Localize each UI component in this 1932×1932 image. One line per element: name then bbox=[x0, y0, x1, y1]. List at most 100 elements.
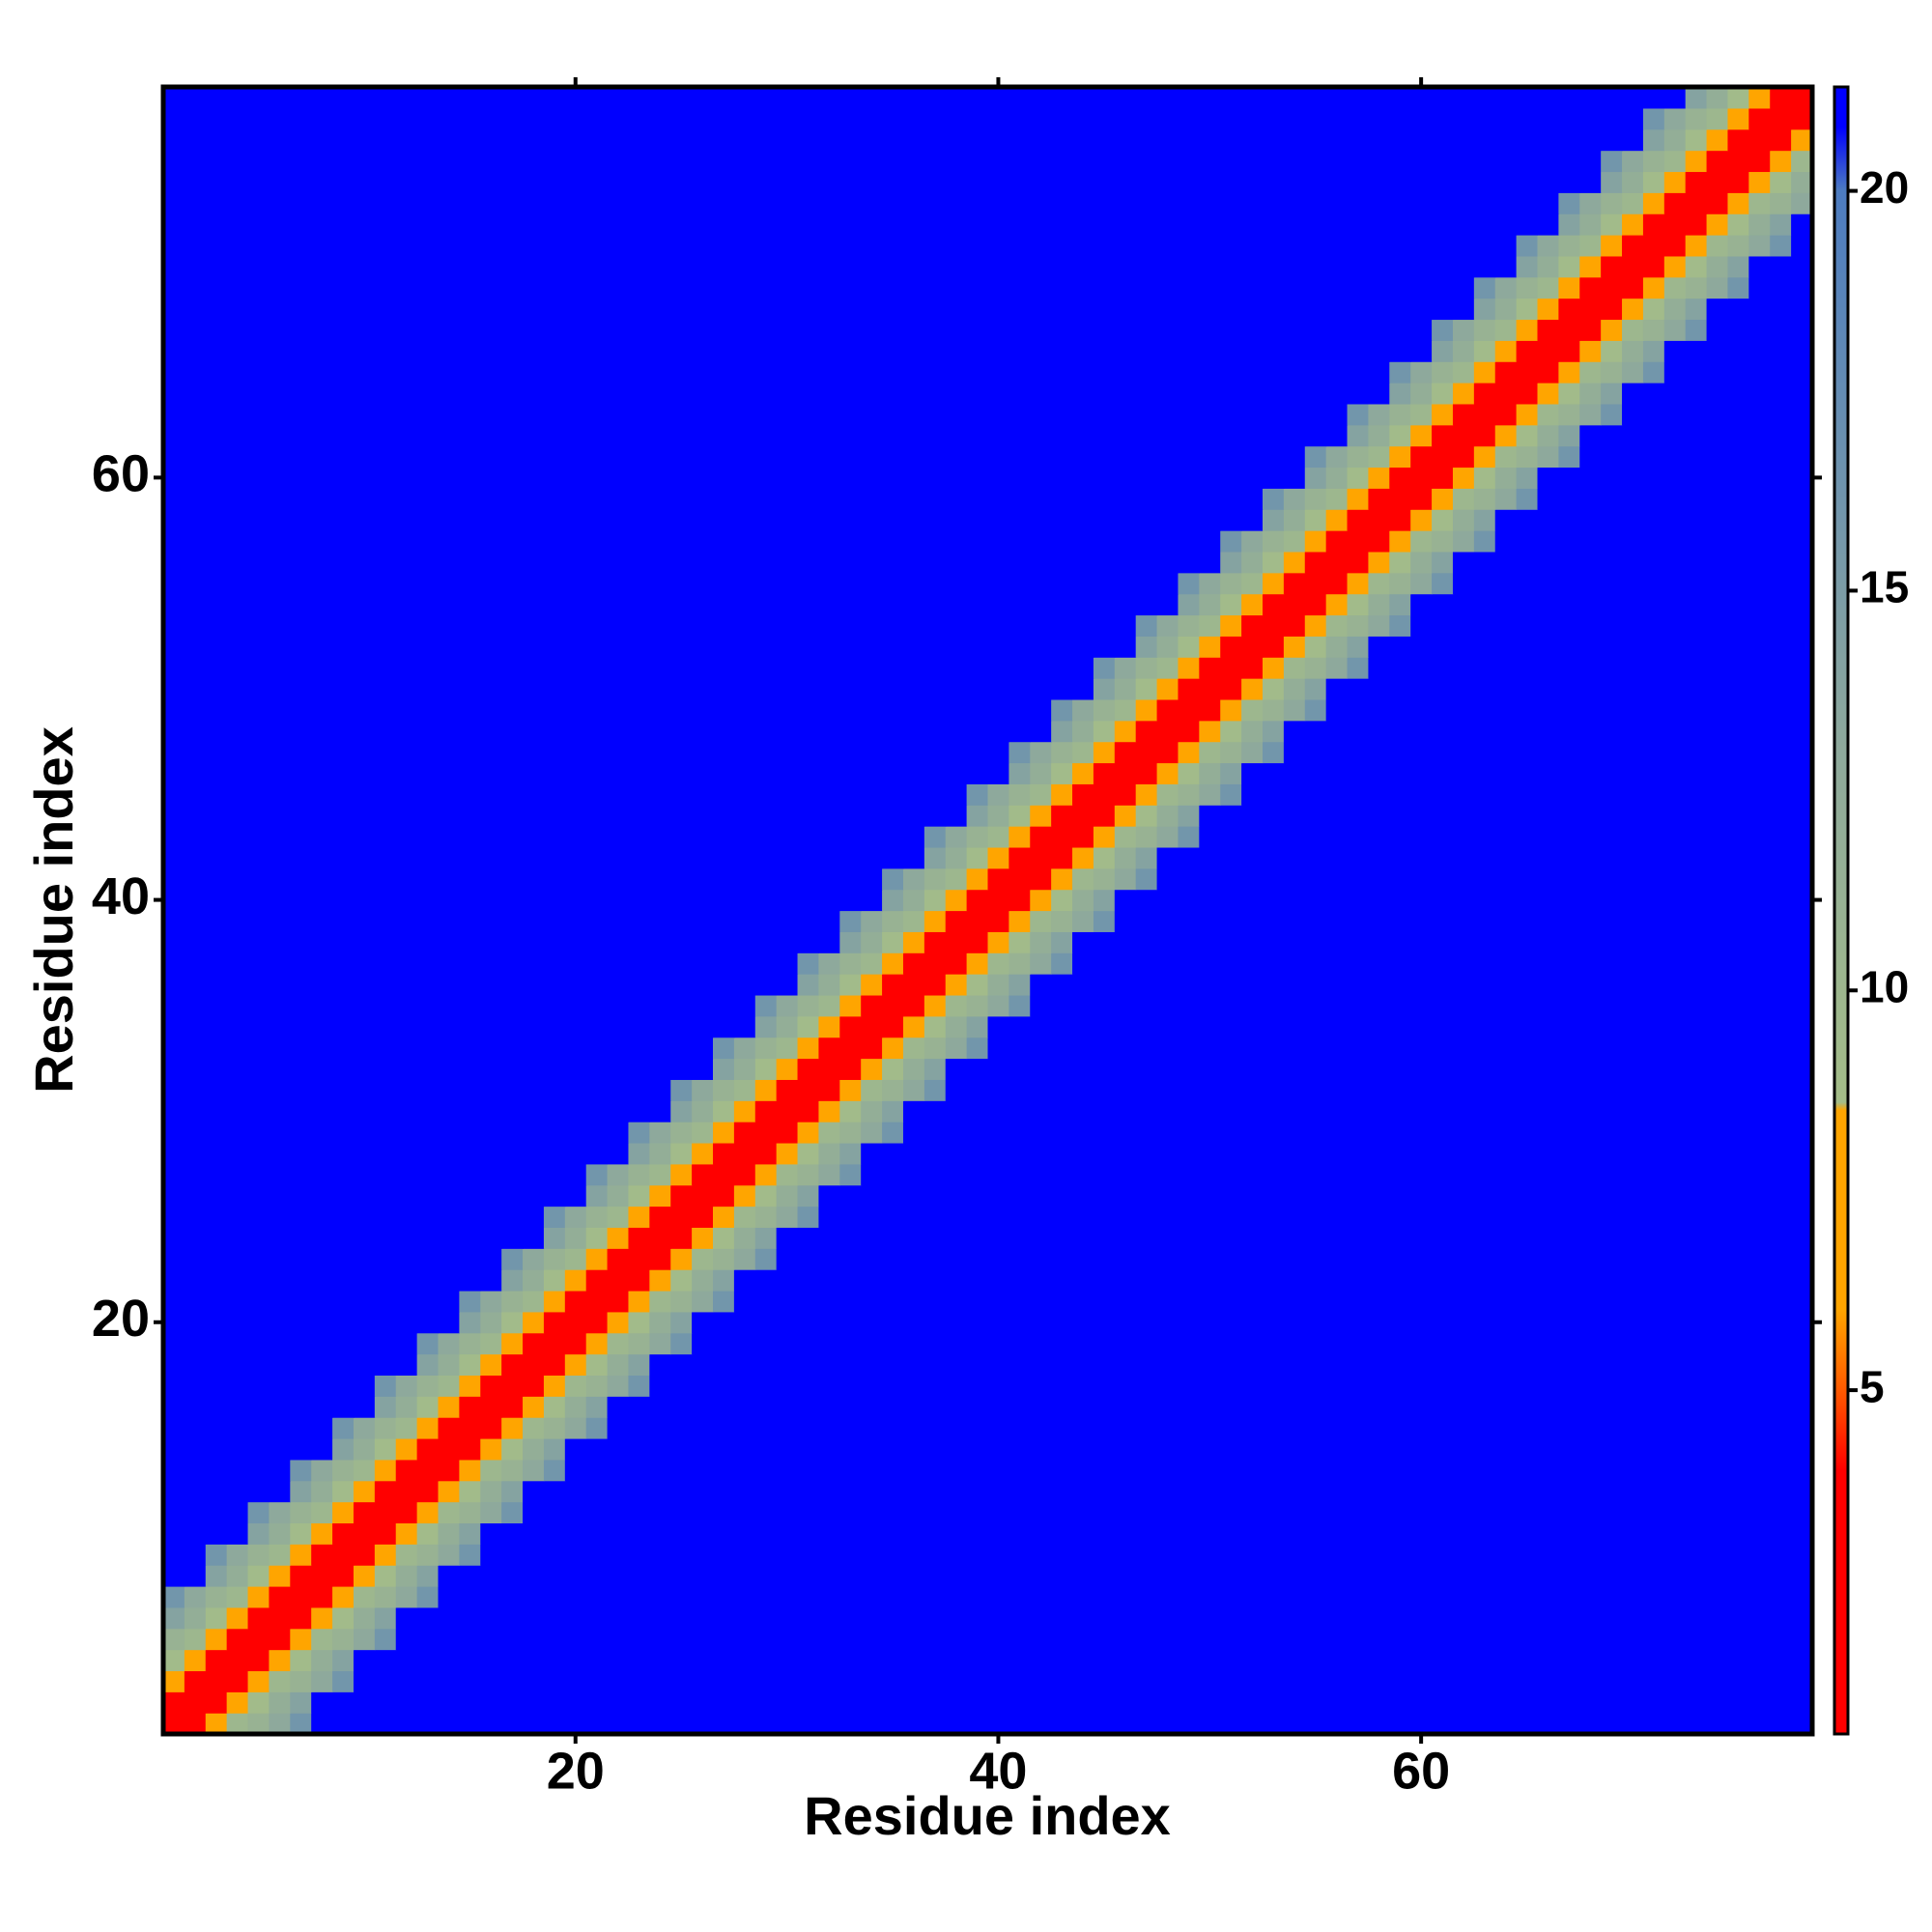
heatmap-cell bbox=[184, 762, 207, 784]
heatmap-cell bbox=[1601, 1015, 1623, 1038]
heatmap-cell bbox=[797, 1037, 820, 1060]
heatmap-cell bbox=[966, 488, 989, 510]
heatmap-cell bbox=[1579, 1058, 1602, 1080]
heatmap-cell bbox=[1642, 1691, 1665, 1714]
heatmap-cell bbox=[1579, 1459, 1602, 1482]
heatmap-cell bbox=[797, 1163, 820, 1186]
heatmap-cell bbox=[1622, 1332, 1644, 1355]
heatmap-cell bbox=[1347, 1269, 1370, 1292]
heatmap-cell bbox=[523, 1248, 545, 1270]
heatmap-cell bbox=[945, 424, 968, 447]
heatmap-cell bbox=[353, 1459, 376, 1482]
heatmap-cell bbox=[861, 1670, 883, 1692]
heatmap-cell bbox=[882, 1248, 904, 1270]
heatmap-cell bbox=[416, 1332, 440, 1355]
heatmap-cell bbox=[923, 741, 947, 764]
heatmap-cell bbox=[1368, 1522, 1390, 1545]
heatmap-cell bbox=[1516, 1501, 1539, 1524]
heatmap-cell bbox=[776, 1713, 799, 1735]
heatmap-cell bbox=[1135, 720, 1158, 743]
heatmap-cell bbox=[1009, 867, 1031, 891]
heatmap-cell bbox=[247, 698, 270, 722]
heatmap-cell bbox=[882, 1375, 904, 1397]
heatmap-cell bbox=[247, 1163, 270, 1186]
heatmap-cell bbox=[1642, 1122, 1665, 1144]
heatmap-cell bbox=[670, 1691, 693, 1714]
heatmap-cell bbox=[1579, 1163, 1602, 1186]
heatmap-cell bbox=[1516, 910, 1539, 932]
heatmap-cell bbox=[1325, 1206, 1349, 1228]
heatmap-cell bbox=[416, 1248, 440, 1270]
heatmap-cell bbox=[1325, 1184, 1349, 1208]
heatmap-cell bbox=[923, 952, 947, 975]
heatmap-cell bbox=[987, 488, 1009, 510]
heatmap-cell bbox=[374, 445, 397, 469]
heatmap-cell bbox=[247, 974, 270, 996]
heatmap-cell bbox=[1494, 445, 1518, 469]
heatmap-cell bbox=[163, 1332, 185, 1355]
heatmap-cell bbox=[1663, 614, 1687, 637]
heatmap-cell bbox=[776, 910, 799, 932]
heatmap-cell bbox=[818, 488, 840, 510]
heatmap-cell bbox=[290, 805, 312, 827]
heatmap-cell bbox=[1009, 593, 1031, 616]
heatmap-cell bbox=[1114, 1501, 1137, 1524]
heatmap-cell bbox=[269, 762, 291, 784]
heatmap-cell bbox=[416, 1437, 440, 1461]
heatmap-cell bbox=[670, 1269, 693, 1292]
heatmap-cell bbox=[1663, 572, 1687, 595]
heatmap-cell bbox=[1410, 1100, 1433, 1122]
heatmap-cell bbox=[438, 383, 460, 405]
heatmap-cell bbox=[1516, 1544, 1539, 1566]
heatmap-cell bbox=[501, 889, 524, 912]
heatmap-cell bbox=[1009, 846, 1031, 869]
heatmap-cell bbox=[670, 1163, 693, 1186]
heatmap-cell bbox=[205, 1290, 228, 1313]
heatmap-cell bbox=[1558, 1375, 1580, 1397]
heatmap-cell bbox=[1622, 1290, 1644, 1313]
heatmap-cell bbox=[205, 698, 228, 722]
heatmap-cell bbox=[1389, 1565, 1411, 1587]
heatmap-cell bbox=[733, 678, 756, 700]
heatmap-cell bbox=[1410, 1585, 1433, 1608]
heatmap-cell bbox=[1748, 1501, 1771, 1524]
heatmap-cell bbox=[543, 614, 566, 637]
heatmap-cell bbox=[1114, 488, 1137, 510]
heatmap-cell bbox=[1220, 657, 1242, 679]
heatmap-cell bbox=[543, 1713, 566, 1735]
heatmap-cell bbox=[1558, 1544, 1580, 1566]
heatmap-cell bbox=[628, 1417, 650, 1439]
heatmap-cell bbox=[416, 741, 440, 764]
heatmap-cell bbox=[987, 1100, 1009, 1122]
heatmap-cell bbox=[649, 1649, 671, 1672]
heatmap-cell bbox=[1770, 1206, 1792, 1228]
heatmap-cell bbox=[416, 805, 440, 827]
heatmap-cell bbox=[1156, 383, 1179, 405]
heatmap-cell bbox=[311, 1015, 333, 1038]
heatmap-cell bbox=[1410, 1670, 1433, 1692]
heatmap-cell bbox=[1178, 383, 1200, 405]
heatmap-cell bbox=[1178, 846, 1200, 869]
heatmap-cell bbox=[966, 1480, 989, 1503]
heatmap-cell bbox=[1685, 1100, 1708, 1122]
heatmap-cell bbox=[1051, 994, 1073, 1017]
heatmap-cell bbox=[1283, 994, 1306, 1017]
heatmap-cell bbox=[1093, 826, 1116, 848]
heatmap-cell bbox=[628, 1437, 650, 1461]
heatmap-cell bbox=[607, 1248, 630, 1270]
heatmap-cell bbox=[353, 403, 376, 426]
heatmap-cell bbox=[607, 1606, 630, 1630]
heatmap-cell bbox=[247, 572, 270, 595]
heatmap-cell bbox=[1558, 1184, 1580, 1208]
heatmap-cell bbox=[1135, 1396, 1158, 1418]
heatmap-cell bbox=[523, 1311, 545, 1334]
heatmap-cell bbox=[353, 445, 376, 469]
heatmap-cell bbox=[395, 1332, 418, 1355]
heatmap-cell bbox=[480, 1290, 502, 1313]
heatmap-cell bbox=[290, 889, 312, 912]
heatmap-cell bbox=[480, 1480, 502, 1503]
heatmap-cell bbox=[1347, 636, 1370, 658]
heatmap-cell bbox=[1368, 1311, 1390, 1334]
heatmap-cell bbox=[1093, 572, 1116, 595]
heatmap-cell bbox=[1263, 741, 1285, 764]
